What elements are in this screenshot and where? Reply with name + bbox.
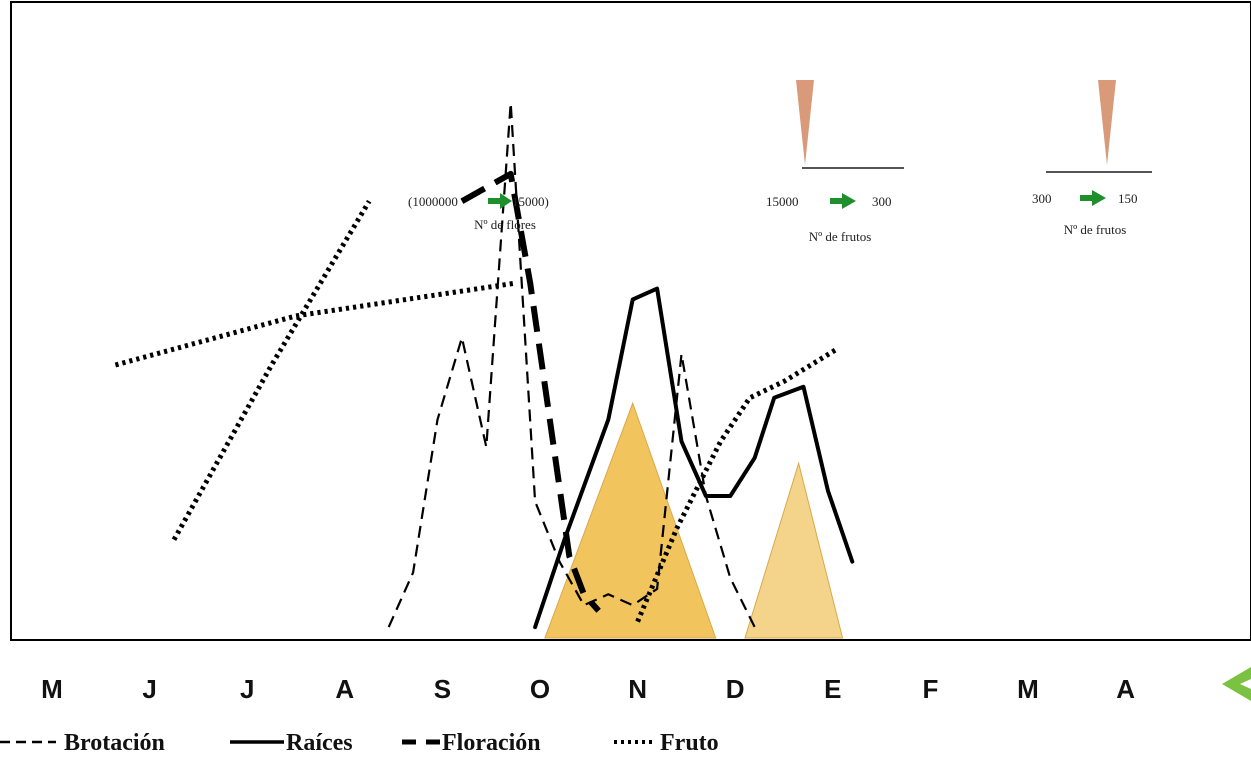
x-tick-label: F bbox=[922, 674, 938, 704]
green-arrow-icon bbox=[488, 193, 512, 209]
growth-triangle-2 bbox=[744, 461, 844, 639]
x-tick-label: E bbox=[824, 674, 841, 704]
annotation-flowers-right: 15000) bbox=[512, 194, 549, 209]
legend-item-floracion: Floración bbox=[402, 730, 541, 756]
nav-arrow-icon[interactable] bbox=[1222, 667, 1251, 701]
series-line-floracion-2 bbox=[460, 170, 601, 613]
legend-label-raices: Raíces bbox=[286, 730, 353, 756]
x-tick-label: M bbox=[41, 674, 63, 704]
series-layer bbox=[114, 101, 855, 630]
legend-label-brotacion: Brotación bbox=[64, 730, 165, 756]
x-tick-label: J bbox=[240, 674, 254, 704]
legend-item-fruto: Fruto bbox=[614, 730, 719, 756]
legend: Brotación Raíces Floración Fruto bbox=[0, 730, 719, 756]
x-tick-label: S bbox=[434, 674, 451, 704]
annotation-fruits-2-right: 150 bbox=[1118, 191, 1138, 206]
annotation-fruits-1: 15000 300 Nº de frutos bbox=[766, 80, 904, 244]
series-line-brotacion-0 bbox=[387, 101, 756, 628]
annotation-fruits-2-label: Nº de frutos bbox=[1064, 222, 1127, 237]
legend-label-floracion: Floración bbox=[442, 730, 541, 756]
wedge-icon bbox=[796, 80, 814, 165]
triangle-layer bbox=[544, 401, 844, 639]
x-tick-label: J bbox=[142, 674, 156, 704]
annotation-flowers-left: (1000000 bbox=[408, 194, 458, 209]
wedge-icon bbox=[1098, 80, 1116, 165]
green-arrow-icon bbox=[830, 193, 856, 209]
series-line-raices-1 bbox=[533, 286, 855, 630]
series-line-fruto-4 bbox=[171, 199, 372, 541]
x-tick-label: A bbox=[1116, 674, 1135, 704]
annotation-fruits-1-right: 300 bbox=[872, 194, 892, 209]
growth-triangle-1 bbox=[544, 401, 717, 639]
x-tick-label: A bbox=[335, 674, 354, 704]
legend-label-fruto: Fruto bbox=[660, 730, 719, 756]
nav-arrow-inner-icon bbox=[1240, 679, 1251, 689]
annotation-fruits-1-label: Nº de frutos bbox=[809, 229, 872, 244]
series-line-fruto-5 bbox=[635, 346, 840, 623]
legend-item-raices: Raíces bbox=[230, 730, 353, 756]
x-tick-label: O bbox=[530, 674, 550, 704]
annotation-fruits-2: 300 150 Nº de frutos bbox=[1032, 80, 1152, 237]
x-tick-label: D bbox=[726, 674, 745, 704]
annotation-fruits-2-left: 300 bbox=[1032, 191, 1052, 206]
annotation-flowers: (1000000 15000) Nº de flores bbox=[408, 193, 549, 232]
green-arrow-icon bbox=[1080, 190, 1106, 206]
legend-item-brotacion: Brotación bbox=[0, 730, 165, 756]
annotation-fruits-1-left: 15000 bbox=[766, 194, 799, 209]
x-tick-label: N bbox=[628, 674, 647, 704]
annotation-flowers-label: Nº de flores bbox=[474, 217, 536, 232]
x-tick-label: M bbox=[1017, 674, 1039, 704]
